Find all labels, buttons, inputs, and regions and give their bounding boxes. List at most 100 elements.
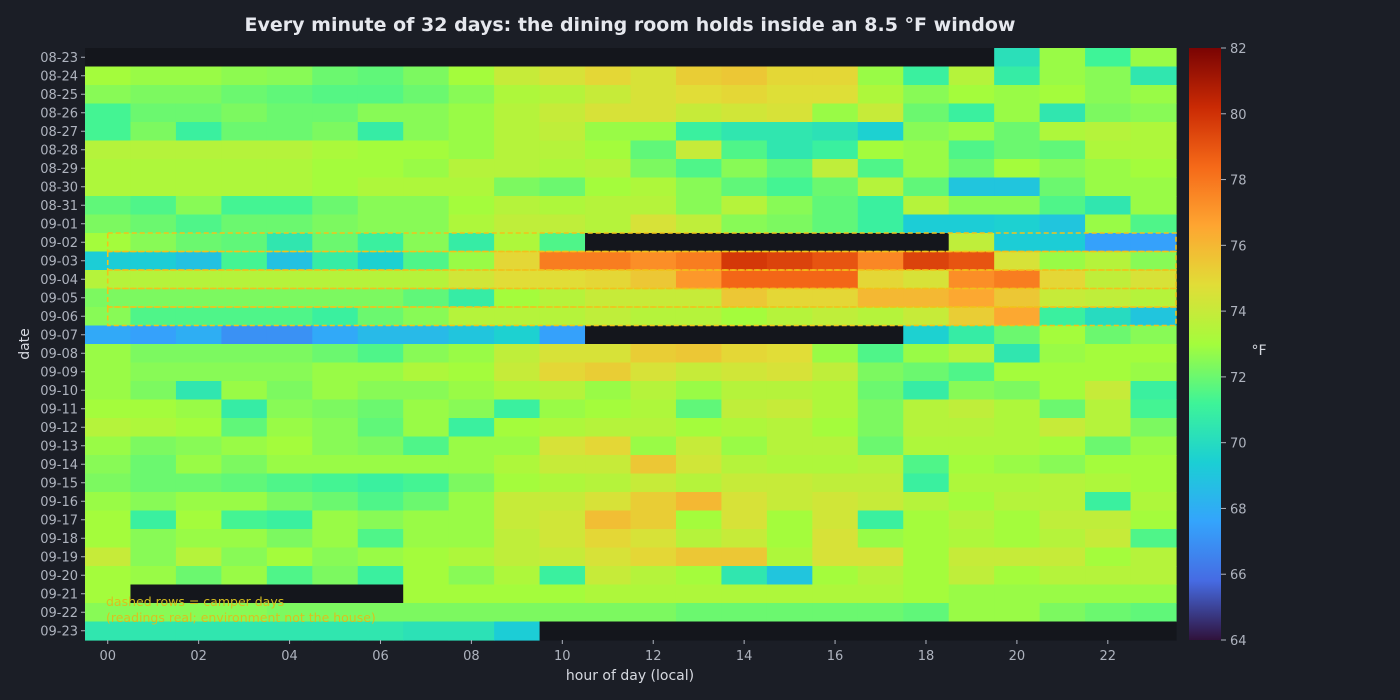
heatmap-cell [312,140,359,160]
heatmap-cell [312,233,359,253]
heatmap-cell [357,233,404,253]
heatmap-cell [630,362,677,382]
heatmap-cell [448,103,495,123]
heatmap-cell [948,418,995,438]
heatmap-cell [1085,159,1132,179]
heatmap-cell [357,66,404,86]
heatmap-cell [130,270,177,290]
heatmap-cell [1039,177,1086,197]
heatmap-cell [675,288,723,308]
heatmap-cell [1085,233,1132,253]
highlight-row [106,287,1177,308]
heatmap-cell [630,344,677,364]
heatmap-cell [130,196,177,216]
heatmap-cell [266,103,313,123]
heatmap-cell [948,399,995,419]
heatmap-cell [85,510,132,530]
heatmap-cell [994,621,1041,641]
heatmap-cell [812,233,859,253]
heatmap-cell [903,381,950,401]
heatmap-cell [675,251,723,271]
heatmap-cell [85,103,132,123]
heatmap-cell [85,473,132,493]
heatmap-cell [494,288,541,308]
heatmap-cell [766,547,813,567]
heatmap-cell [812,510,859,530]
heatmap-cell [1130,603,1177,623]
y-axis-ticks: 08-23 08-24 08-25 08-26 08-27 08-28 08-29 08-30… [40,51,85,639]
heatmap-cell [312,66,359,86]
heatmap-cell [721,399,768,419]
heatmap-cell [266,510,313,530]
y-tick-label: 08-31 [40,199,78,214]
heatmap-cell [630,566,677,586]
y-tick-label: 09-08 [40,347,78,362]
heatmap-cell [357,492,404,512]
colorbar-tick-label: 76 [1230,239,1247,254]
heatmap-cell [1085,436,1132,456]
heatmap-cell [1130,436,1177,456]
heatmap-cell [85,177,132,197]
heatmap-cell [766,177,813,197]
y-tick-label: 09-14 [40,458,78,473]
heatmap-cell [357,399,404,419]
heatmap-cell [403,584,450,604]
heatmap-cell [130,48,177,68]
heatmap-cell [994,399,1041,419]
heatmap-cell [1085,140,1132,160]
y-tick-label: 09-07 [40,328,78,343]
heatmap-cell [903,473,950,493]
heatmap-cell [630,85,677,105]
heatmap-cell [357,214,404,234]
heatmap-cell [494,251,541,271]
heatmap-cell [1130,103,1177,123]
heatmap-cell [766,362,813,382]
heatmap-cell [130,473,177,493]
heatmap-cell [812,214,859,234]
chart-annotations: dashed rows = camper days (readings real… [106,594,376,625]
heatmap-cell [175,566,222,586]
heatmap-cell [766,455,813,475]
heatmap-cell [175,344,222,364]
heatmap-cell [994,547,1041,567]
x-tick-label: 00 [99,649,116,664]
heatmap-cell [539,381,586,401]
heatmap-cell [85,344,132,364]
heatmap-cell [948,621,995,641]
heatmap-cell [721,288,768,308]
y-tick-label: 09-12 [40,421,78,436]
heatmap-cell [1085,270,1132,290]
heatmap-cell [403,307,450,327]
heatmap-cell [585,140,632,160]
heatmap-cell [494,270,541,290]
heatmap-cell [1085,418,1132,438]
heatmap-cell [630,473,677,493]
heatmap-cell [221,455,268,475]
heatmap-cell [448,344,495,364]
heatmap-cell [403,547,450,567]
heatmap-cell [221,510,268,530]
heatmap-cell [494,307,541,327]
heatmap-cell [494,381,541,401]
heatmap-cell [130,177,177,197]
heatmap-cell [539,85,586,105]
heatmap-cell [857,122,904,142]
heatmap-cell [812,48,859,68]
heatmap-cell [1039,214,1086,234]
heatmap-cell [766,122,813,142]
y-tick-label: 09-15 [40,476,78,491]
heatmap-cell [857,233,904,253]
heatmap-cell [312,122,359,142]
heatmap-cell [175,510,222,530]
heatmap-cell [1085,251,1132,271]
heatmap-cell [766,436,813,456]
heatmap-cell [357,455,404,475]
heatmap-cell [585,529,632,549]
heatmap-cell [221,325,268,345]
heatmap-cell [675,492,723,512]
heatmap-cell [403,344,450,364]
heatmap-cell [221,492,268,512]
heatmap-cell [1085,603,1132,623]
heatmap-cell [539,529,586,549]
heatmap-cell [585,566,632,586]
